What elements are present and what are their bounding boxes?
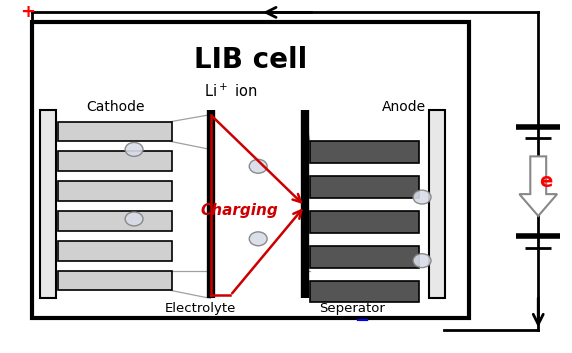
Text: LIB cell: LIB cell: [194, 46, 307, 74]
Ellipse shape: [125, 212, 143, 226]
Bar: [58, 211, 172, 231]
Bar: [58, 181, 172, 201]
Text: Seperator: Seperator: [320, 302, 386, 315]
Text: Cathode: Cathode: [86, 100, 145, 114]
Polygon shape: [519, 156, 557, 216]
Text: Charging: Charging: [201, 203, 279, 219]
Text: Li$^+$ ion: Li$^+$ ion: [204, 83, 257, 101]
Text: Anode: Anode: [382, 100, 426, 114]
Ellipse shape: [249, 159, 267, 173]
Text: Electrolyte: Electrolyte: [165, 302, 236, 315]
Bar: [310, 176, 419, 198]
Bar: [310, 246, 419, 268]
Bar: [39, 110, 55, 298]
Bar: [310, 281, 419, 303]
Bar: [310, 142, 419, 163]
Bar: [32, 22, 468, 318]
Bar: [58, 122, 172, 142]
Text: +: +: [20, 3, 35, 21]
Ellipse shape: [413, 190, 431, 204]
Bar: [58, 271, 172, 291]
Ellipse shape: [249, 232, 267, 246]
Bar: [58, 241, 172, 261]
Bar: [58, 151, 172, 171]
Ellipse shape: [413, 254, 431, 268]
Ellipse shape: [125, 143, 143, 156]
Text: e: e: [539, 172, 553, 191]
Bar: [429, 110, 445, 298]
Bar: [310, 211, 419, 233]
Text: −: −: [355, 312, 370, 330]
